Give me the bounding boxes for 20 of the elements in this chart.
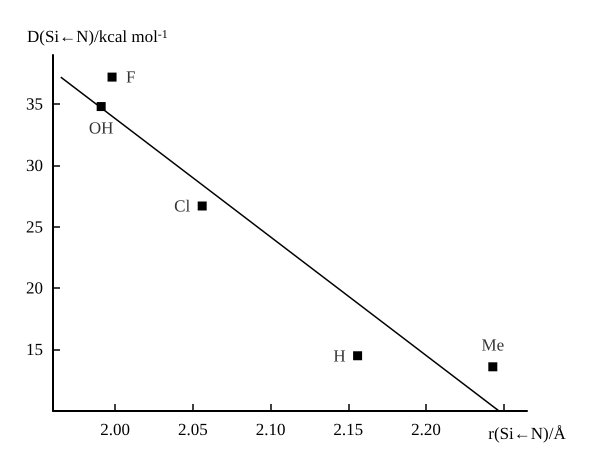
- y-tick-label: 15: [26, 340, 43, 360]
- annotation: OH: [88, 118, 114, 138]
- annotation: H: [333, 346, 346, 366]
- y-tick-label: 30: [26, 156, 43, 175]
- annotation: Cl: [174, 196, 190, 216]
- x-tick-label: 2.10: [256, 420, 286, 439]
- point: [488, 362, 498, 372]
- point: [353, 351, 362, 360]
- y-tick-label: 35: [26, 94, 43, 114]
- x-axis-title: r(Si←N)/Å: [488, 424, 566, 443]
- x-tick-label: 2.05: [178, 420, 208, 439]
- point: [198, 201, 207, 210]
- x-tick-label: 2.15: [333, 420, 364, 439]
- annotation: F: [126, 68, 136, 87]
- y-tick-label: 25: [26, 217, 43, 236]
- annotation: Me: [481, 335, 504, 354]
- y-tick-label: 20: [26, 278, 43, 298]
- x-tick-label: 2.20: [411, 420, 441, 439]
- x-tick-label: 2.00: [100, 420, 130, 439]
- point: [108, 72, 117, 82]
